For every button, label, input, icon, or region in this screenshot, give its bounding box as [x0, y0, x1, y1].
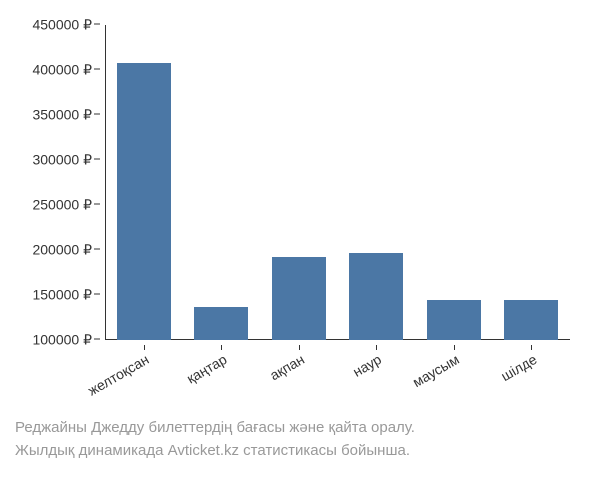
- x-tick-label: шілде: [498, 351, 539, 384]
- bar-chart: 100000 ₽ 150000 ₽ 200000 ₽ 250000 ₽ 300000 ₽…: [10, 20, 590, 400]
- y-tick-label: 300000 ₽: [32, 152, 92, 169]
- chart-caption: Реджайны Джедду билеттердің бағасы және …: [15, 417, 600, 462]
- y-axis: 100000 ₽150000 ₽200000 ₽250000 ₽300000 ₽…: [10, 25, 100, 340]
- y-tick-label: 450000 ₽: [32, 17, 92, 34]
- y-tick-mark: [94, 24, 100, 25]
- y-tick-mark: [94, 249, 100, 250]
- y-tick-label: 150000 ₽: [32, 287, 92, 304]
- x-tick-mark: [531, 345, 532, 350]
- bar: [427, 300, 481, 340]
- bar: [349, 253, 403, 340]
- bars-group: [105, 25, 570, 340]
- y-tick-label: 400000 ₽: [32, 62, 92, 79]
- bar: [117, 63, 171, 340]
- y-tick-label: 100000 ₽: [32, 332, 92, 349]
- y-tick-label: 350000 ₽: [32, 107, 92, 124]
- x-tick-mark: [376, 345, 377, 350]
- bar: [504, 300, 558, 340]
- bar: [194, 307, 248, 340]
- y-tick-mark: [94, 114, 100, 115]
- plot-area: [105, 25, 570, 340]
- x-axis-labels: желтоқсанқаңтарақпаннаурмаусымшілде: [105, 345, 570, 400]
- y-tick-mark: [94, 204, 100, 205]
- x-tick-mark: [221, 345, 222, 350]
- bar: [272, 257, 326, 340]
- caption-line-1: Реджайны Джедду билеттердің бағасы және …: [15, 417, 600, 440]
- x-tick-label: қаңтар: [184, 351, 230, 387]
- y-tick-mark: [94, 294, 100, 295]
- x-tick-mark: [454, 345, 455, 350]
- caption-line-2: Жылдық динамикада Avticket.kz статистика…: [15, 440, 600, 463]
- y-tick-label: 200000 ₽: [32, 242, 92, 259]
- y-tick-label: 250000 ₽: [32, 197, 92, 214]
- x-tick-label: маусым: [410, 351, 462, 390]
- y-tick-mark: [94, 339, 100, 340]
- x-tick-label: ақпан: [267, 351, 307, 383]
- x-tick-label: наур: [350, 351, 384, 380]
- x-tick-mark: [144, 345, 145, 350]
- x-tick-label: желтоқсан: [85, 351, 151, 399]
- y-tick-mark: [94, 159, 100, 160]
- x-tick-mark: [299, 345, 300, 350]
- y-tick-mark: [94, 69, 100, 70]
